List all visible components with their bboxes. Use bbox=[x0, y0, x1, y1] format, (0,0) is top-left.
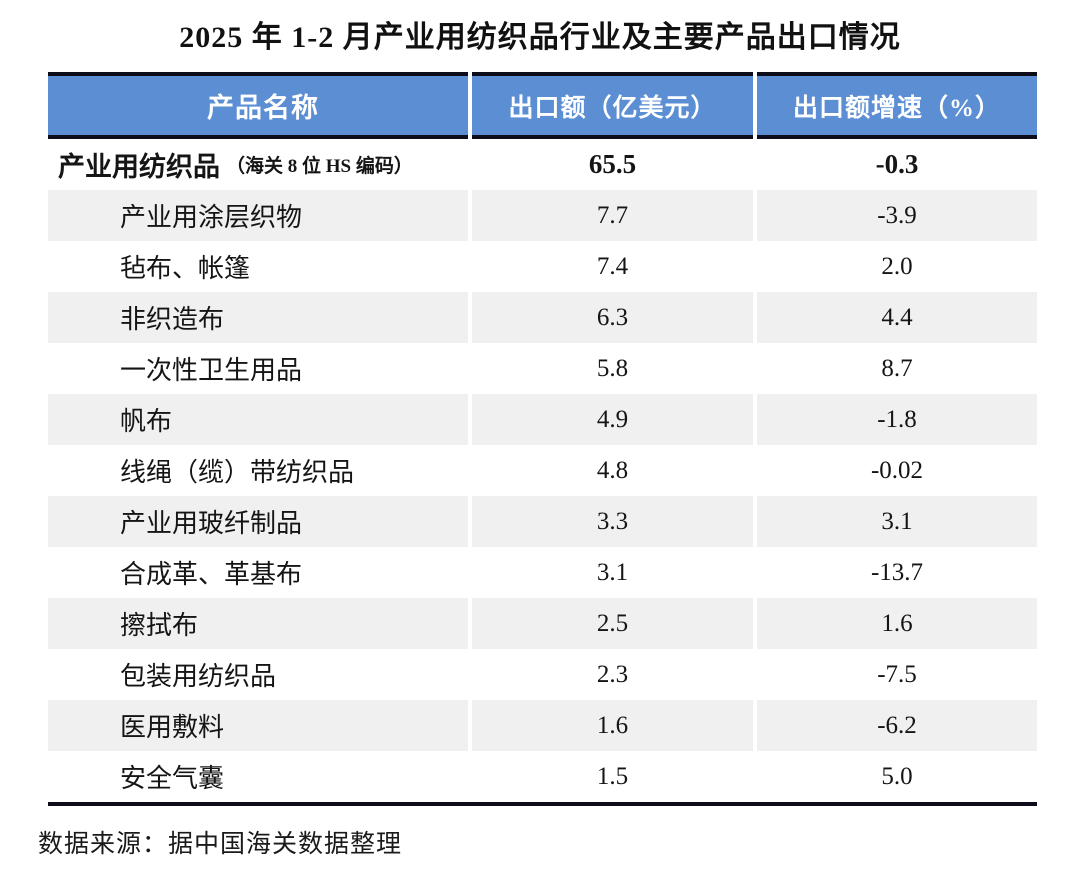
data-source-note: 数据来源：据中国海关数据整理 bbox=[38, 831, 403, 858]
export-growth-cell: 2.0 bbox=[757, 241, 1037, 292]
product-name-cell: 非织造布 bbox=[48, 292, 468, 343]
export-value-cell: 1.6 bbox=[472, 700, 753, 751]
table-row: 合成革、革基布 3.1 -13.7 bbox=[48, 547, 1037, 598]
export-growth-cell: -0.3 bbox=[757, 139, 1037, 190]
product-name-cell: 一次性卫生用品 bbox=[48, 343, 468, 394]
export-value-cell: 65.5 bbox=[472, 139, 753, 190]
product-name: 一次性卫生用品 bbox=[120, 356, 303, 385]
product-name: 毡布、帐篷 bbox=[120, 254, 251, 283]
table-row: 毡布、帐篷 7.4 2.0 bbox=[48, 241, 1037, 292]
export-value-cell: 4.8 bbox=[472, 445, 753, 496]
table-row: 产业用玻纤制品 3.3 3.1 bbox=[48, 496, 1037, 547]
export-value-cell: 1.5 bbox=[472, 751, 753, 802]
product-name-note: （海关 8 位 HS 编码） bbox=[226, 156, 413, 177]
table-title: 2025 年 1-2 月产业用纺织品行业及主要产品出口情况 bbox=[179, 21, 901, 54]
export-value-cell: 7.7 bbox=[472, 190, 753, 241]
column-header-product-name: 产品名称 bbox=[48, 72, 468, 139]
export-growth-cell: -0.02 bbox=[757, 445, 1037, 496]
product-name: 非织造布 bbox=[120, 305, 225, 334]
export-growth-cell: -3.9 bbox=[757, 190, 1037, 241]
table-row: 产业用纺织品 （海关 8 位 HS 编码） 65.5 -0.3 bbox=[48, 139, 1037, 190]
product-name: 产业用涂层织物 bbox=[120, 203, 303, 232]
export-growth-cell: 4.4 bbox=[757, 292, 1037, 343]
export-value-cell: 7.4 bbox=[472, 241, 753, 292]
export-value-cell: 3.1 bbox=[472, 547, 753, 598]
product-name-cell: 帆布 bbox=[48, 394, 468, 445]
product-name-cell: 产业用玻纤制品 bbox=[48, 496, 468, 547]
export-growth-cell: 3.1 bbox=[757, 496, 1037, 547]
product-name: 产业用玻纤制品 bbox=[120, 509, 303, 538]
product-name-cell: 医用敷料 bbox=[48, 700, 468, 751]
product-name: 医用敷料 bbox=[120, 713, 225, 742]
export-value-cell: 6.3 bbox=[472, 292, 753, 343]
export-table: 产品名称 出口额（亿美元） 出口额增速（%） 产业用纺织品 （海关 8 位 HS … bbox=[48, 72, 1037, 806]
export-growth-cell: 1.6 bbox=[757, 598, 1037, 649]
product-name: 安全气囊 bbox=[120, 764, 225, 793]
column-header-export-growth: 出口额增速（%） bbox=[757, 72, 1037, 139]
product-name-cell: 擦拭布 bbox=[48, 598, 468, 649]
export-growth-cell: 8.7 bbox=[757, 343, 1037, 394]
table-body: 产业用纺织品 （海关 8 位 HS 编码） 65.5 -0.3 产业用涂层织物 7.7 -3… bbox=[48, 139, 1037, 802]
product-name: 擦拭布 bbox=[120, 611, 199, 640]
export-growth-cell: 5.0 bbox=[757, 751, 1037, 802]
product-name: 帆布 bbox=[120, 407, 173, 436]
export-growth-cell: -13.7 bbox=[757, 547, 1037, 598]
column-header-export-value: 出口额（亿美元） bbox=[472, 72, 753, 139]
table-row: 安全气囊 1.5 5.0 bbox=[48, 751, 1037, 802]
export-growth-cell: -7.5 bbox=[757, 649, 1037, 700]
page: 2025 年 1-2 月产业用纺织品行业及主要产品出口情况 产品名称 出口额（亿… bbox=[0, 18, 1080, 895]
export-growth-cell: -1.8 bbox=[757, 394, 1037, 445]
product-name-cell: 合成革、革基布 bbox=[48, 547, 468, 598]
product-name: 合成革、革基布 bbox=[120, 560, 303, 589]
table-row: 擦拭布 2.5 1.6 bbox=[48, 598, 1037, 649]
product-name-cell: 产业用纺织品 （海关 8 位 HS 编码） bbox=[48, 139, 468, 190]
export-value-cell: 5.8 bbox=[472, 343, 753, 394]
table-row: 产业用涂层织物 7.7 -3.9 bbox=[48, 190, 1037, 241]
table-header-row: 产品名称 出口额（亿美元） 出口额增速（%） bbox=[48, 72, 1037, 139]
product-name: 产业用纺织品 bbox=[58, 152, 220, 182]
product-name-cell: 安全气囊 bbox=[48, 751, 468, 802]
table-row: 非织造布 6.3 4.4 bbox=[48, 292, 1037, 343]
table-row: 线绳（缆）带纺织品 4.8 -0.02 bbox=[48, 445, 1037, 496]
product-name-cell: 包装用纺织品 bbox=[48, 649, 468, 700]
table-row: 医用敷料 1.6 -6.2 bbox=[48, 700, 1037, 751]
product-name-cell: 毡布、帐篷 bbox=[48, 241, 468, 292]
product-name-cell: 产业用涂层织物 bbox=[48, 190, 468, 241]
export-value-cell: 2.5 bbox=[472, 598, 753, 649]
export-value-cell: 4.9 bbox=[472, 394, 753, 445]
table-row: 帆布 4.9 -1.8 bbox=[48, 394, 1037, 445]
product-name: 包装用纺织品 bbox=[120, 662, 277, 691]
product-name: 线绳（缆）带纺织品 bbox=[120, 458, 355, 487]
product-name-cell: 线绳（缆）带纺织品 bbox=[48, 445, 468, 496]
table-row: 一次性卫生用品 5.8 8.7 bbox=[48, 343, 1037, 394]
export-value-cell: 2.3 bbox=[472, 649, 753, 700]
export-value-cell: 3.3 bbox=[472, 496, 753, 547]
table-row: 包装用纺织品 2.3 -7.5 bbox=[48, 649, 1037, 700]
export-growth-cell: -6.2 bbox=[757, 700, 1037, 751]
